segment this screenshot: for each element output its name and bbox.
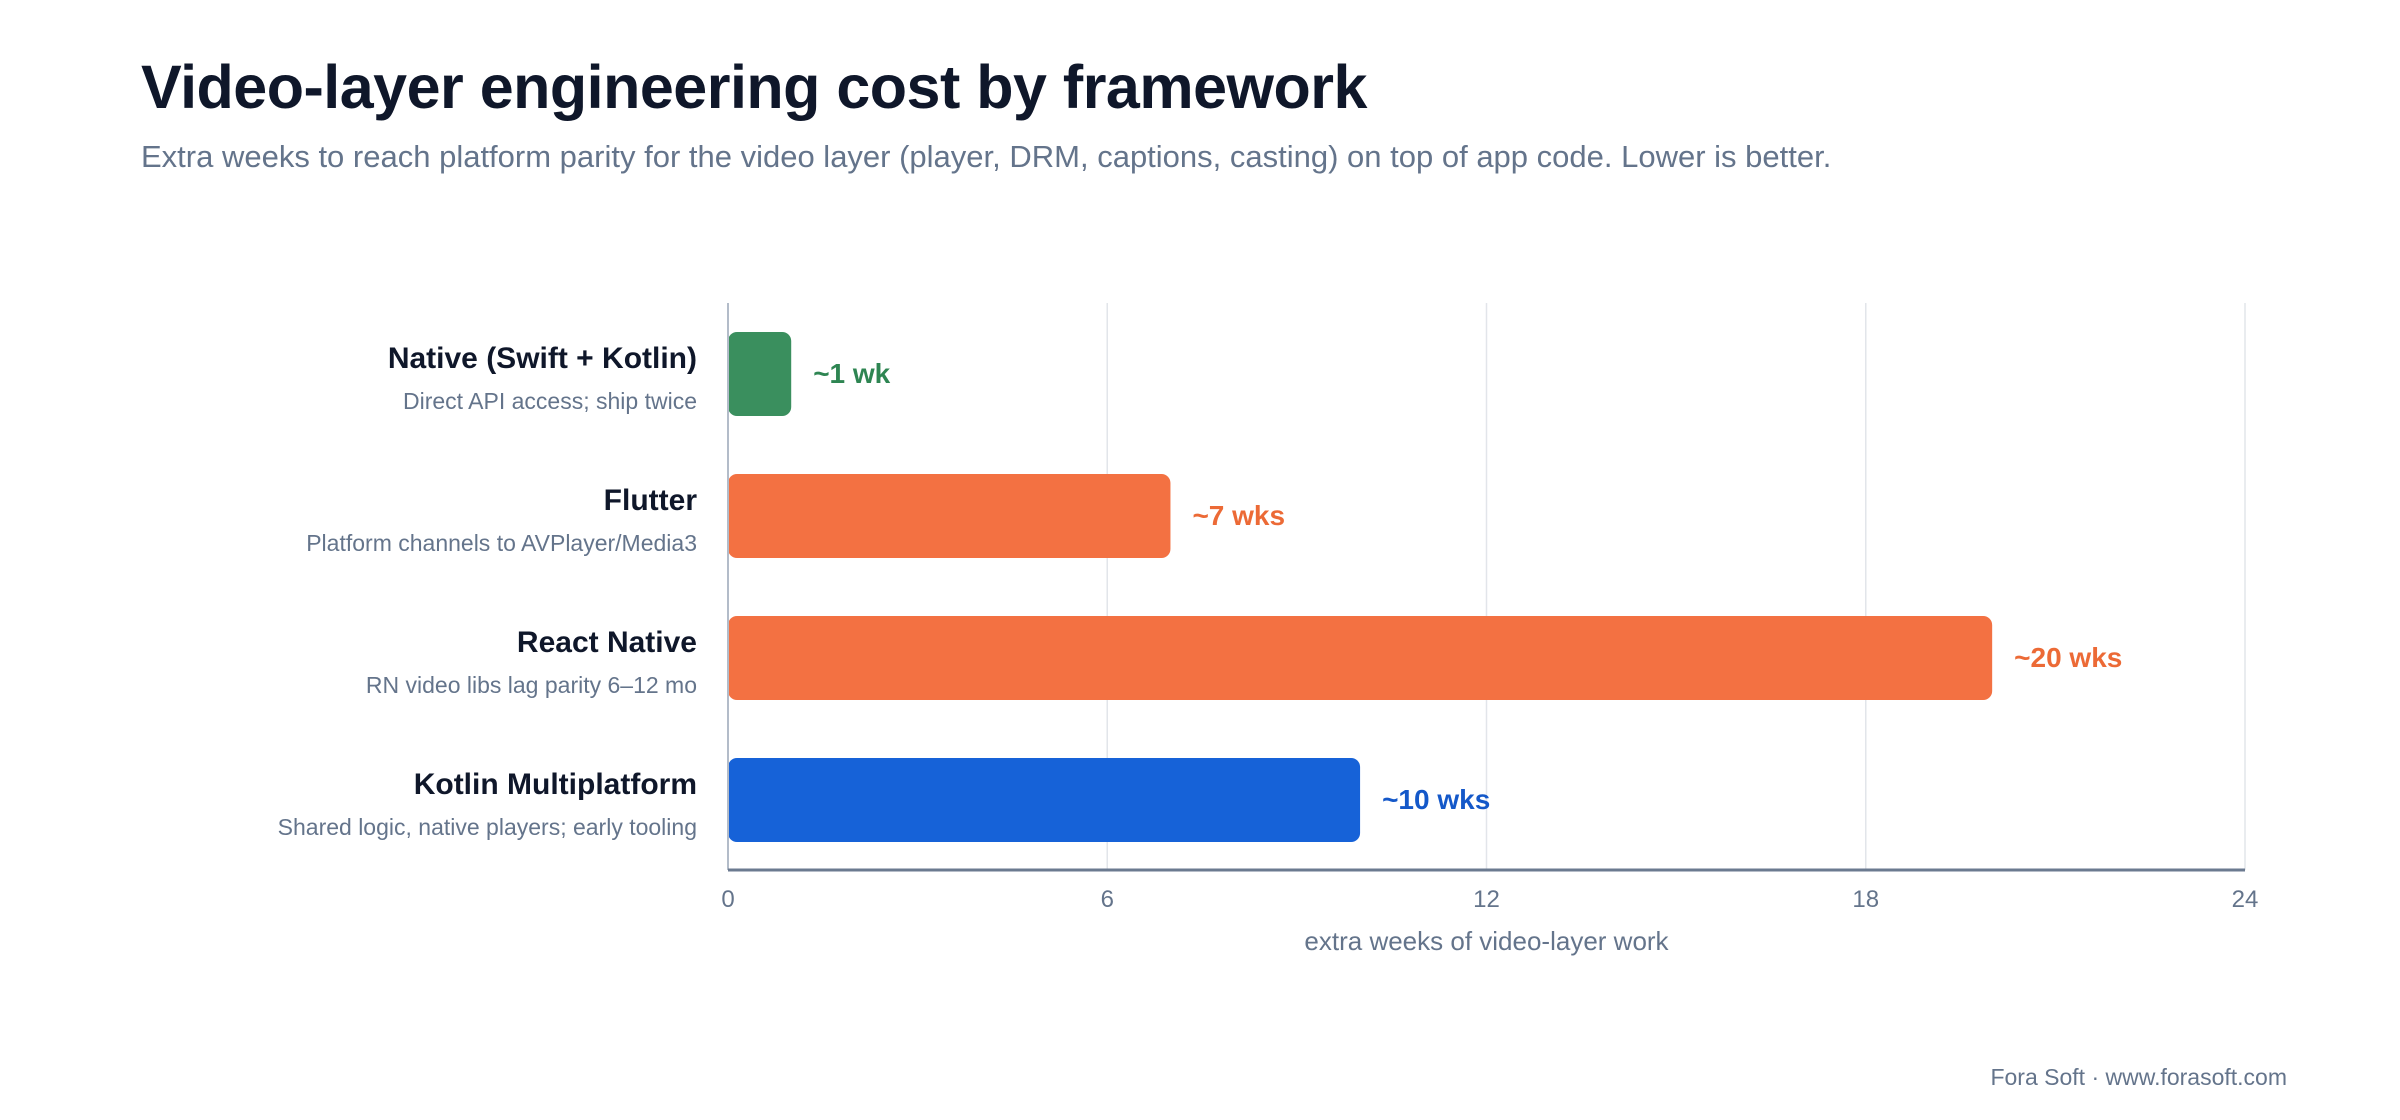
category-note-3: Shared logic, native players; early tool… [278, 814, 697, 840]
chart-subtitle: Extra weeks to reach platform parity for… [141, 139, 1832, 174]
value-label-0: ~1 wk [813, 358, 890, 389]
value-label-1: ~7 wks [1192, 500, 1285, 531]
x-tick-label-3: 18 [1852, 886, 1879, 913]
category-label-1: Flutter [604, 484, 698, 517]
x-axis-title: extra weeks of video-layer work [1304, 926, 1669, 956]
value-labels: ~1 wk ~7 wks ~20 wks ~10 wks [813, 358, 2122, 815]
footer-credit: Fora Soft · www.forasoft.com [1990, 1064, 2287, 1090]
category-label-3: Kotlin Multiplatform [414, 768, 697, 801]
bar-0 [728, 332, 792, 416]
category-note-0: Direct API access; ship twice [403, 388, 697, 414]
x-axis: 0 6 12 18 24 extra weeks of video-layer work [721, 303, 2258, 956]
x-tick-label-2: 12 [1473, 886, 1500, 913]
value-label-2: ~20 wks [2014, 642, 2122, 673]
category-note-1: Platform channels to AVPlayer/Media3 [306, 530, 697, 556]
category-labels: Native (Swift + Kotlin) Direct API access… [278, 342, 698, 840]
bar-3 [728, 758, 1361, 842]
bars [728, 332, 1993, 842]
chart-title: Video-layer engineering cost by framewor… [141, 53, 1367, 121]
bar-1 [728, 474, 1171, 558]
category-label-0: Native (Swift + Kotlin) [388, 342, 697, 375]
x-tick-label-1: 6 [1101, 886, 1114, 913]
category-label-2: React Native [517, 626, 697, 659]
x-tick-label-0: 0 [721, 886, 734, 913]
bar-2 [728, 616, 1993, 700]
category-note-2: RN video libs lag parity 6–12 mo [366, 672, 697, 698]
value-label-3: ~10 wks [1382, 784, 1490, 815]
x-tick-label-4: 24 [2232, 886, 2259, 913]
